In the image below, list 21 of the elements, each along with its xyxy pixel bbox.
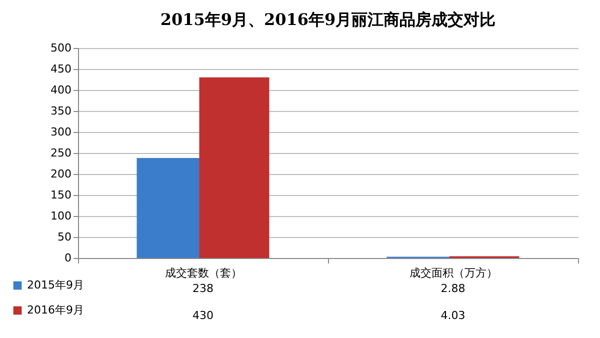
y-tick-label: 0 bbox=[64, 252, 72, 264]
x-tick-label: 成交面积（万方） bbox=[410, 266, 498, 280]
y-tick-label: 50 bbox=[58, 230, 72, 244]
y-tick-label: 350 bbox=[50, 104, 72, 118]
chart-title: 2015年9月、2016年9月丽江商品房成交对比 bbox=[160, 10, 496, 29]
legend-label: 2015年9月 bbox=[27, 278, 84, 292]
y-tick-label: 300 bbox=[50, 126, 72, 138]
y-tick-label: 150 bbox=[50, 188, 72, 202]
x-tick-label: 成交套数（套） bbox=[165, 266, 242, 280]
y-tick-label: 500 bbox=[50, 42, 72, 54]
y-tick-label: 400 bbox=[50, 84, 72, 96]
data-label: 2.88 bbox=[440, 282, 466, 295]
data-label: 238 bbox=[192, 282, 214, 295]
y-tick-label: 450 bbox=[50, 62, 72, 76]
y-tick-label: 250 bbox=[50, 146, 72, 160]
y-tick-label: 200 bbox=[50, 168, 72, 180]
data-label: 4.03 bbox=[440, 309, 466, 322]
legend-label: 2016年9月 bbox=[27, 304, 84, 316]
bar bbox=[199, 77, 270, 258]
data-label: 430 bbox=[192, 309, 214, 322]
y-tick-label: 100 bbox=[50, 210, 72, 222]
